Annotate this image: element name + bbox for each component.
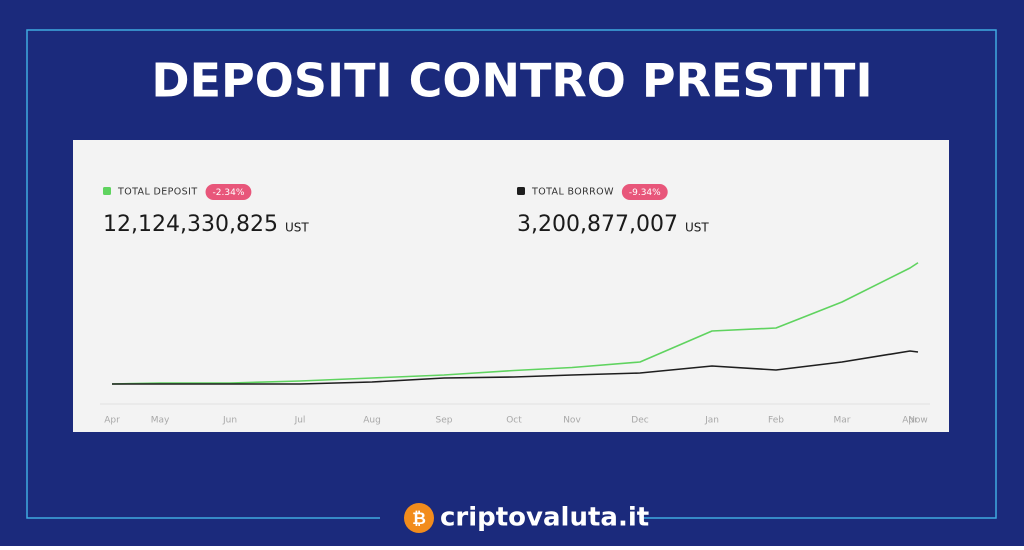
brand: criptovaluta.it (440, 503, 649, 533)
legend-swatch (517, 187, 525, 195)
total-unit: UST (285, 221, 309, 235)
legend-swatch (103, 187, 111, 195)
x-tick-label: Now (908, 416, 928, 426)
legend-label: TOTAL DEPOSIT (117, 187, 198, 198)
logo-glyph: ₿ (412, 509, 426, 529)
x-tick-label: Feb (768, 416, 784, 426)
logo-icon (404, 503, 434, 533)
x-tick-label: Aug (363, 416, 381, 426)
chart-title: DEPOSITI CONTRO PRESTITI (151, 54, 872, 108)
x-tick-label: Sep (436, 416, 453, 426)
x-tick-label: Jul (294, 416, 306, 426)
x-tick-label: Apr (902, 416, 918, 426)
x-tick-label: Mar (834, 416, 851, 426)
total-value: 12,124,330,825 (103, 212, 278, 237)
series-line (112, 350, 919, 385)
chart-panel (73, 140, 949, 432)
total-value: 3,200,877,007 (517, 212, 678, 237)
x-tick-label: Jun (222, 416, 237, 426)
change-badge (621, 184, 668, 200)
x-tick-label: May (151, 416, 170, 426)
change-label: -9.34% (629, 188, 661, 198)
change-badge (205, 184, 252, 200)
series-line (111, 262, 919, 385)
total-unit: UST (685, 221, 709, 235)
x-tick-label: Oct (506, 416, 522, 426)
legend-label: TOTAL BORROW (531, 187, 614, 198)
x-tick-label: Dec (631, 416, 648, 426)
change-label: -2.34% (213, 188, 245, 198)
x-tick-label: Apr (104, 416, 120, 426)
x-tick-label: Nov (563, 416, 581, 426)
x-tick-label: Jan (704, 416, 719, 426)
